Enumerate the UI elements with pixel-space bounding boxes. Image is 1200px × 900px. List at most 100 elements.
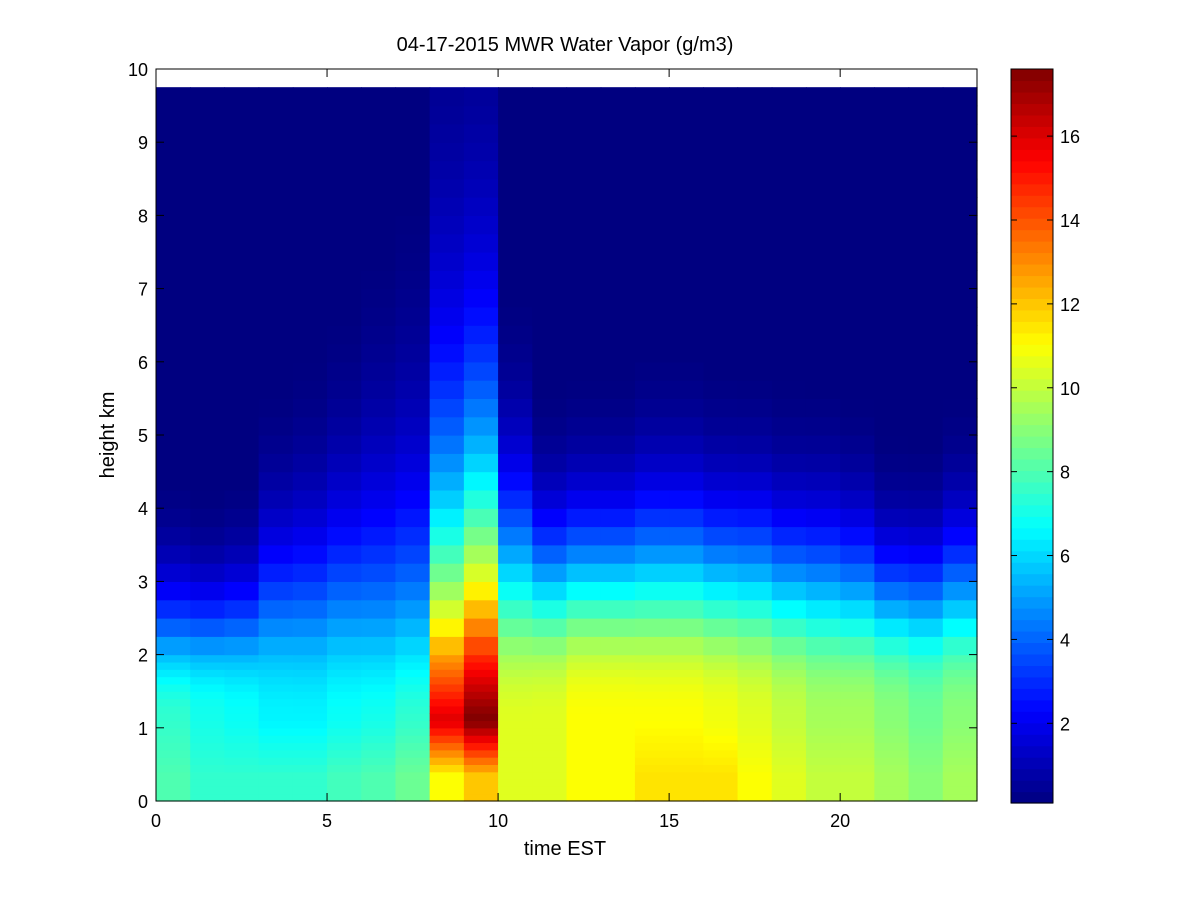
- heatmap-cell: [942, 698, 978, 707]
- heatmap-cell: [566, 618, 602, 637]
- colorbar-segment: [1011, 195, 1053, 208]
- colorbar-segment: [1011, 126, 1053, 139]
- heatmap-cell: [703, 676, 739, 685]
- heatmap-cell: [156, 544, 191, 564]
- heatmap-cell: [840, 669, 875, 678]
- heatmap-cell: [156, 749, 191, 758]
- heatmap-cell: [737, 215, 773, 235]
- heatmap-cell: [498, 435, 533, 454]
- heatmap-cell: [771, 361, 807, 381]
- heatmap-cell: [908, 727, 944, 736]
- heatmap-cell: [532, 749, 568, 758]
- heatmap-cell: [771, 691, 807, 700]
- heatmap-cell: [190, 749, 226, 758]
- heatmap-cell: [395, 105, 431, 125]
- colorbar-segment: [1011, 69, 1053, 82]
- heatmap-cell: [156, 757, 191, 765]
- heatmap-cell: [429, 764, 465, 773]
- heatmap-cell: [634, 160, 670, 180]
- heatmap-cell: [156, 676, 191, 685]
- heatmap-cell: [805, 661, 841, 670]
- heatmap-cell: [463, 435, 499, 454]
- heatmap-cell: [840, 705, 875, 714]
- heatmap-cell: [361, 654, 397, 663]
- heatmap-cell: [566, 691, 602, 700]
- heatmap-cell: [292, 581, 328, 601]
- heatmap-cell: [361, 105, 397, 125]
- heatmap-cell: [669, 786, 704, 795]
- heatmap-cell: [669, 793, 704, 802]
- heatmap-cell: [771, 764, 807, 773]
- heatmap-cell: [498, 599, 533, 619]
- heatmap-cell: [395, 764, 431, 773]
- heatmap-cell: [429, 779, 465, 787]
- heatmap-cell: [874, 713, 910, 722]
- heatmap-cell: [224, 691, 260, 700]
- heatmap-cell: [224, 727, 260, 736]
- heatmap-cell: [942, 435, 978, 454]
- colorbar-segment: [1011, 355, 1053, 368]
- heatmap-cell: [429, 683, 465, 692]
- heatmap-cell: [224, 325, 260, 345]
- colorbar-segment: [1011, 722, 1053, 735]
- heatmap-cell: [634, 618, 670, 637]
- heatmap-cell: [327, 581, 362, 601]
- heatmap-cell: [669, 215, 704, 235]
- heatmap-cell: [463, 669, 499, 678]
- heatmap-cell: [395, 771, 431, 780]
- heatmap-cell: [703, 742, 739, 751]
- heatmap-cell: [771, 757, 807, 765]
- heatmap-cell: [292, 676, 328, 685]
- heatmap-cell: [292, 416, 328, 436]
- heatmap-cell: [600, 288, 636, 308]
- heatmap-cell: [600, 793, 636, 802]
- heatmap-cell: [395, 380, 431, 399]
- heatmap-cell: [908, 453, 944, 473]
- heatmap-cell: [874, 215, 910, 235]
- heatmap-cell: [190, 661, 226, 670]
- colorbar-segment: [1011, 103, 1053, 116]
- heatmap-cell: [908, 735, 944, 744]
- heatmap-cell: [840, 508, 875, 528]
- heatmap-cell: [942, 757, 978, 765]
- heatmap-cell: [361, 123, 397, 143]
- colorbar-segment: [1011, 390, 1053, 403]
- heatmap-cell: [737, 705, 773, 714]
- heatmap-cell: [669, 343, 704, 363]
- heatmap-cell: [566, 197, 602, 216]
- heatmap-cell: [703, 123, 739, 143]
- heatmap-cell: [224, 749, 260, 758]
- heatmap-cell: [566, 771, 602, 780]
- heatmap-cell: [292, 178, 328, 198]
- heatmap-cell: [463, 508, 499, 528]
- heatmap-cell: [566, 793, 602, 802]
- heatmap-cell: [908, 471, 944, 491]
- heatmap-cell: [634, 178, 670, 198]
- heatmap-cell: [942, 786, 978, 795]
- heatmap-cell: [771, 683, 807, 692]
- heatmap-cell: [463, 197, 499, 216]
- heatmap-cell: [771, 416, 807, 436]
- heatmap-cell: [258, 435, 294, 454]
- heatmap-cell: [669, 779, 704, 787]
- heatmap-cell: [600, 786, 636, 795]
- colorbar-segment: [1011, 745, 1053, 758]
- chart-title: 04-17-2015 MWR Water Vapor (g/m3): [397, 34, 734, 56]
- heatmap-cell: [463, 380, 499, 399]
- heatmap-cell: [805, 197, 841, 216]
- heatmap-cell: [771, 87, 807, 107]
- heatmap-cell: [395, 233, 431, 253]
- heatmap-cell: [840, 398, 875, 418]
- heatmap-cell: [634, 779, 670, 787]
- colorbar-segment: [1011, 149, 1053, 162]
- heatmap-cell: [566, 720, 602, 729]
- heatmap-cell: [703, 599, 739, 619]
- heatmap-cell: [840, 325, 875, 345]
- heatmap-cell: [156, 618, 191, 637]
- heatmap-cell: [840, 233, 875, 253]
- heatmap-cell: [292, 453, 328, 473]
- heatmap-cell: [840, 87, 875, 107]
- y-axis-ticks: 0 1 2 3 4 5 6 7 8 9 10: [128, 60, 977, 812]
- heatmap-cell: [634, 343, 670, 363]
- colorbar-segment: [1011, 608, 1053, 621]
